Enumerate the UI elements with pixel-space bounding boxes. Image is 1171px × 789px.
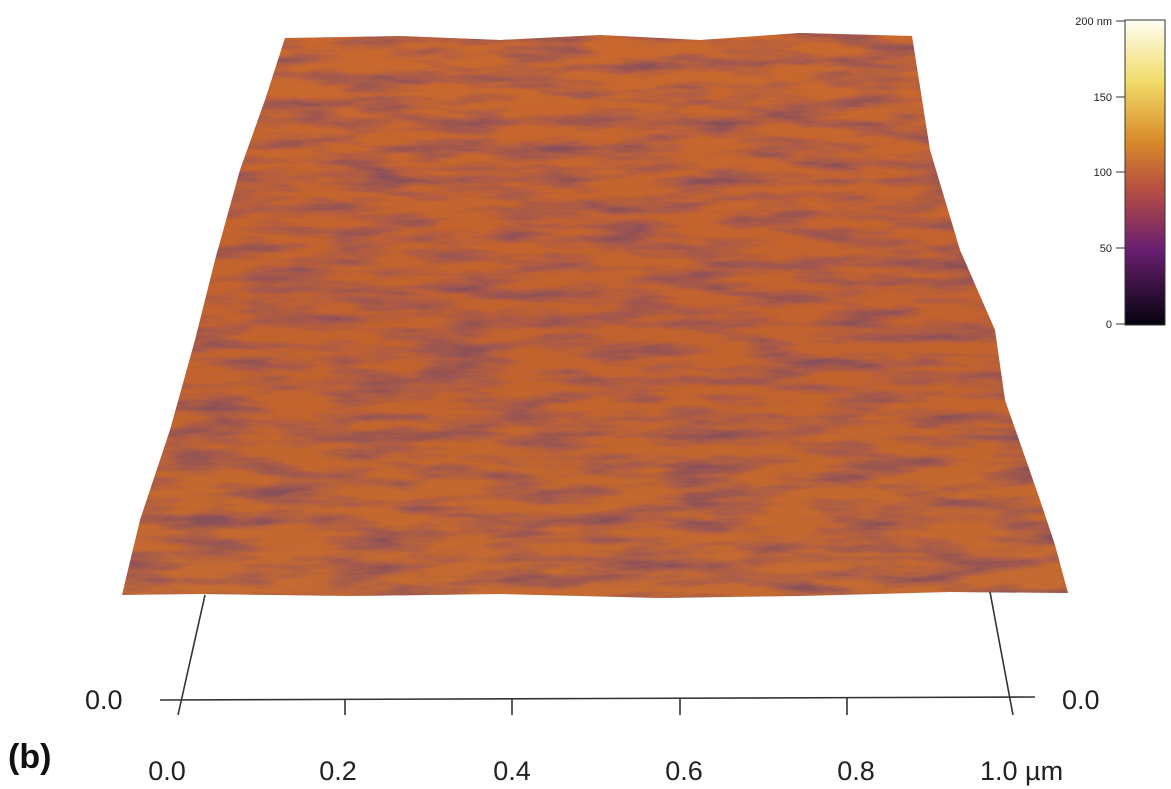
colorbar-label: 100 [1094,167,1112,179]
colorbar-label: 0 [1106,319,1112,331]
colorbar-gradient [1125,20,1165,325]
afm-surface [122,33,1068,598]
axes [160,592,1035,715]
colorbar-label: 150 [1094,92,1112,104]
x-tick-label: 0.0 [148,756,186,786]
colorbar-label: 50 [1100,243,1112,255]
colorbar: 200 nm 150 100 50 0 [1075,16,1165,331]
x-tick-label: 0.8 [837,756,875,786]
figure: 0.0 0.2 0.4 0.6 0.8 1.0 µm 0.0 0.0 (b) 2… [0,0,1171,789]
x-tick-label: 0.2 [319,756,357,786]
depth-axis-left [178,595,205,715]
x-tick-label: 1.0 µm [980,756,1063,786]
x-tick-label: 0.4 [493,756,531,786]
x-axis-line [160,697,1035,700]
page: 0.0 0.2 0.4 0.6 0.8 1.0 µm 0.0 0.0 (b) 2… [0,0,1171,789]
panel-label: (b) [8,738,51,776]
depth-label-left: 0.0 [85,685,123,715]
depth-label-right: 0.0 [1062,685,1100,715]
x-tick-label: 0.6 [665,756,703,786]
colorbar-label: 200 nm [1075,16,1112,28]
